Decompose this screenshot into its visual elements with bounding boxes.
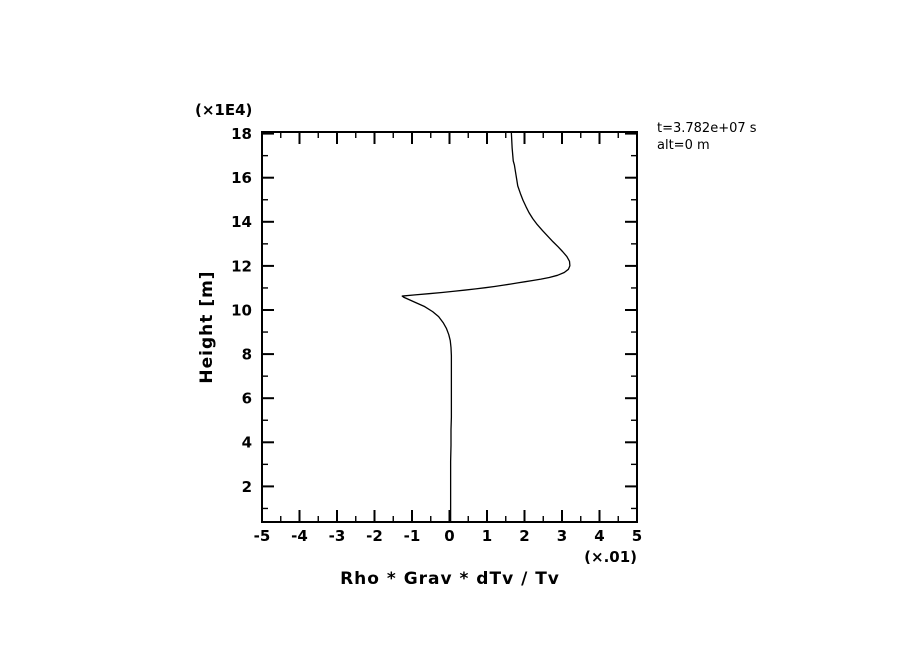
- y-tick-label: 14: [231, 213, 252, 231]
- plot-frame: [261, 131, 638, 523]
- x-axis-top-minor-ticks: [280, 132, 619, 138]
- x-tick-label: -4: [291, 527, 308, 545]
- y-tick-label: 10: [231, 301, 252, 319]
- annotation-altitude: alt=0 m: [657, 138, 710, 153]
- x-tick-label: -5: [254, 527, 271, 545]
- x-tick-labels: -5 -4 -3 -2 -1 0 1 2 3 4 5: [254, 527, 643, 545]
- y-axis-right-major-ticks: [625, 132, 637, 488]
- y-tick-label: 6: [242, 390, 252, 408]
- x-tick-label: 5: [632, 527, 642, 545]
- x-axis-title: Rho * Grav * dTv / Tv: [340, 569, 560, 589]
- y-tick-label: 4: [242, 434, 252, 452]
- annotation-time: t=3.782e+07 s: [657, 121, 757, 136]
- data-series-line: [401, 132, 571, 522]
- y-axis-major-ticks: [262, 132, 274, 488]
- x-tick-label: 1: [482, 527, 492, 545]
- y-axis-right-minor-ticks: [631, 154, 637, 510]
- y-tick-label: 18: [231, 125, 252, 143]
- x-axis-minor-ticks: [280, 516, 619, 522]
- x-axis-top-major-ticks: [261, 132, 638, 144]
- y-tick-label: 16: [231, 169, 252, 187]
- x-tick-label: 2: [519, 527, 529, 545]
- y-tick-label: 2: [242, 478, 252, 496]
- x-axis-major-ticks: [261, 510, 638, 522]
- y-tick-label: 12: [231, 257, 252, 275]
- x-tick-label: 0: [444, 527, 454, 545]
- y-tick-labels: 2 4 6 8 10 12 14 16 18: [231, 125, 252, 496]
- y-tick-label: 8: [242, 346, 252, 364]
- y-axis-multiplier-label: (×1E4): [195, 101, 252, 119]
- y-axis-title: Height [m]: [197, 270, 217, 383]
- y-axis-minor-ticks: [262, 154, 268, 510]
- x-axis-multiplier-label: (×.01): [584, 548, 637, 566]
- x-tick-label: 3: [557, 527, 567, 545]
- x-tick-label: -2: [366, 527, 383, 545]
- x-tick-label: 4: [594, 527, 604, 545]
- x-tick-label: -3: [329, 527, 346, 545]
- x-tick-label: -1: [404, 527, 421, 545]
